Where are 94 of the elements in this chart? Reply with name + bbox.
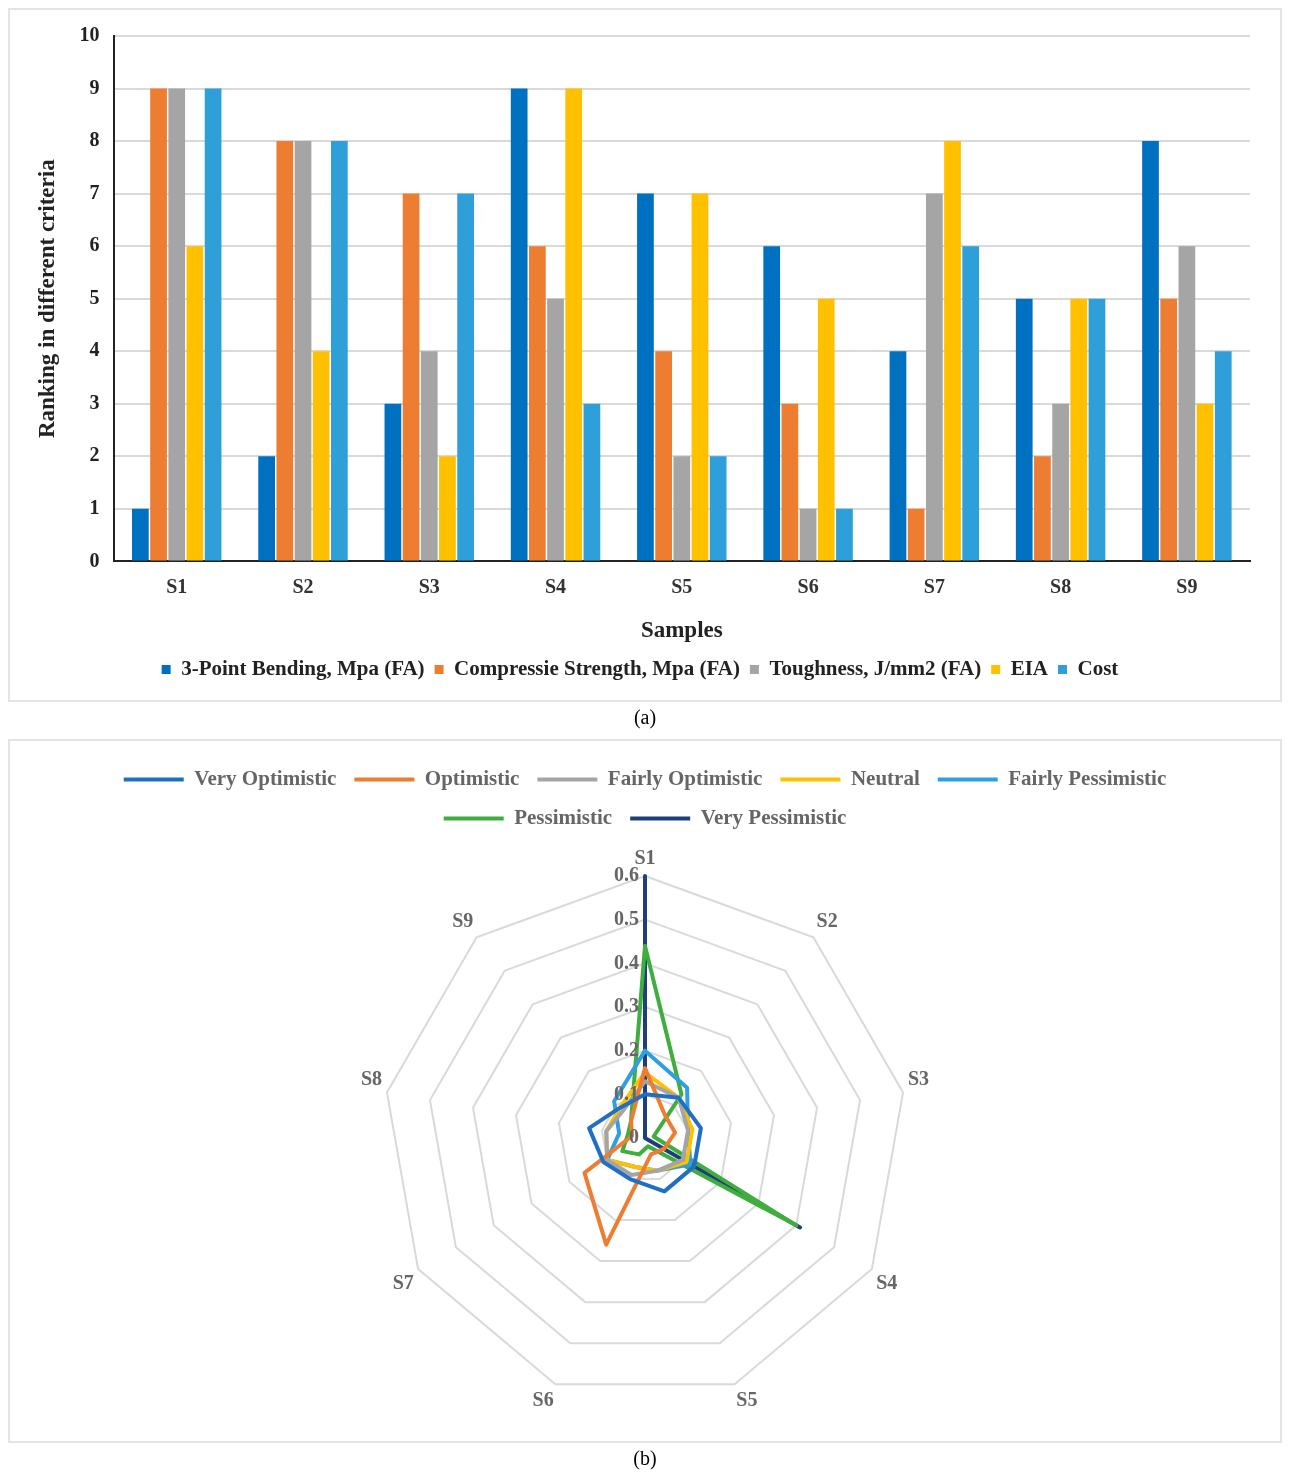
x-tick-label: S2 [292, 574, 314, 597]
y-tick-label: 0.5 [614, 906, 639, 929]
bar [565, 88, 583, 561]
x-tick-label: S9 [1176, 574, 1198, 597]
y-tick-label: 3 [89, 390, 100, 413]
spoke-label: S5 [736, 1388, 758, 1411]
bar [889, 351, 907, 561]
x-tick-label: S3 [418, 574, 440, 597]
bar [962, 246, 980, 561]
bar [186, 246, 204, 561]
bar [1088, 298, 1106, 561]
y-tick-label: 5 [89, 285, 100, 308]
bar [799, 508, 817, 561]
bar [1214, 351, 1232, 561]
legend-label: Toughness, J/mm2 (FA) [769, 655, 982, 680]
bar [836, 508, 853, 561]
x-tick-label: S1 [166, 574, 188, 597]
bar [1052, 403, 1069, 561]
x-axis-title: Samples [640, 617, 723, 643]
y-tick-label: 9 [89, 75, 100, 98]
legend-label: Cost [1077, 655, 1119, 680]
bar [168, 88, 186, 561]
bar [331, 141, 348, 561]
bar [510, 88, 528, 561]
bar [1178, 246, 1196, 561]
y-tick-label: 10 [79, 23, 100, 46]
bar [691, 193, 709, 561]
legend-label: EIA [1010, 655, 1049, 680]
bar [781, 403, 799, 561]
legend-label: Neutral [850, 765, 920, 790]
text: (b) [632, 1446, 658, 1471]
legend-label: 3-Point Bending, Mpa (FA) [181, 655, 425, 680]
legend-label: Very Optimistic [194, 765, 337, 790]
bar [1142, 141, 1159, 561]
bar [258, 456, 275, 561]
bar [132, 508, 149, 561]
bar [1015, 298, 1033, 561]
y-tick-label: 0.1 [614, 1081, 639, 1104]
bar [384, 403, 402, 561]
bar [204, 88, 222, 561]
y-tick-label: 1 [89, 496, 100, 519]
bar [583, 403, 601, 561]
legend-label: Compressie Strength, Mpa (FA) [454, 655, 740, 680]
legend-label: Pessimistic [514, 804, 613, 829]
bar [709, 456, 727, 561]
x-tick-label: S7 [923, 574, 945, 597]
legend-label: Fairly Pessimistic [1008, 765, 1167, 790]
bar [817, 298, 835, 561]
legend-label: Optimistic [424, 765, 520, 790]
bar [925, 193, 943, 561]
y-tick-label: 0.4 [614, 950, 639, 973]
y-tick-label: 0 [89, 548, 100, 571]
bar [944, 141, 961, 561]
bar [150, 88, 167, 561]
bar [312, 351, 330, 561]
y-tick-label: 2 [89, 443, 100, 466]
y-tick-label: 7 [89, 180, 100, 203]
bar [1160, 298, 1178, 561]
y-tick-label: 0 [629, 1125, 639, 1148]
spoke-label: S4 [876, 1270, 898, 1293]
bar [276, 141, 294, 561]
spoke-label: S9 [452, 908, 474, 931]
text: (a) [632, 705, 658, 731]
bar [528, 246, 546, 561]
bar [402, 193, 420, 561]
bar [655, 351, 672, 561]
x-tick-label: S8 [1050, 574, 1072, 597]
y-tick-label: 4 [89, 338, 100, 361]
y-tick-label: 0.6 [614, 863, 639, 886]
legend-label: Very Pessimistic [700, 804, 847, 829]
x-tick-label: S4 [544, 574, 567, 597]
spoke-label: S7 [392, 1270, 414, 1293]
x-tick-label: S5 [671, 574, 693, 597]
bar [457, 193, 474, 561]
bar [673, 456, 691, 561]
x-tick-label: S6 [797, 574, 819, 597]
y-tick-label: 6 [89, 233, 100, 256]
spoke-label: S3 [907, 1066, 930, 1089]
spoke-label: S6 [532, 1388, 554, 1411]
bar [420, 351, 438, 561]
bar [637, 193, 654, 561]
bar [763, 246, 781, 561]
spoke-label: S8 [360, 1066, 383, 1089]
legend-label: Fairly Optimistic [607, 765, 763, 790]
bar [1196, 403, 1214, 561]
bar [907, 508, 925, 561]
bar [1070, 298, 1088, 561]
y-tick-label: 8 [89, 128, 100, 151]
bar [294, 141, 312, 561]
y-axis-title: Ranking in different criteria [33, 158, 59, 439]
bar [439, 456, 456, 561]
spoke-label: S2 [816, 908, 838, 931]
bar [547, 298, 564, 561]
bar [1034, 456, 1051, 561]
